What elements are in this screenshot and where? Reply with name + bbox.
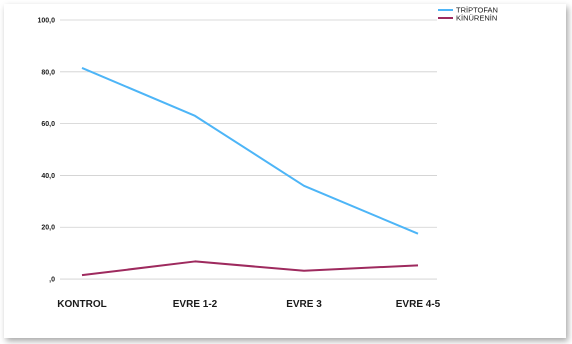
y-tick-label: 60,0 — [41, 121, 55, 128]
y-tick-label: 20,0 — [41, 225, 55, 232]
y-tick-label: 100,0 — [37, 18, 55, 25]
legend-label: KİNÜRENİN — [456, 14, 497, 23]
chart-frame — [4, 4, 566, 338]
x-axis-ticks: KONTROL EVRE 1-2 EVRE 3 EVRE 4-5 — [57, 299, 440, 310]
legend-label: TRİPTOFAN — [456, 6, 498, 15]
y-tick-label: ,0 — [49, 277, 55, 284]
series-lines — [81, 67, 419, 277]
y-tick-label: 80,0 — [41, 69, 55, 76]
series-line-2 — [81, 260, 419, 277]
gridlines — [60, 19, 437, 280]
y-axis-ticks: 100,0 80,0 60,0 40,0 20,0 ,0 — [37, 18, 55, 284]
x-tick-label: EVRE 3 — [286, 299, 322, 310]
x-tick-label: EVRE 4-5 — [396, 299, 441, 310]
y-tick-label: 40,0 — [41, 173, 55, 180]
x-tick-label: EVRE 1-2 — [173, 299, 218, 310]
x-tick-label: KONTROL — [57, 299, 106, 310]
series-line-1 — [81, 67, 419, 235]
